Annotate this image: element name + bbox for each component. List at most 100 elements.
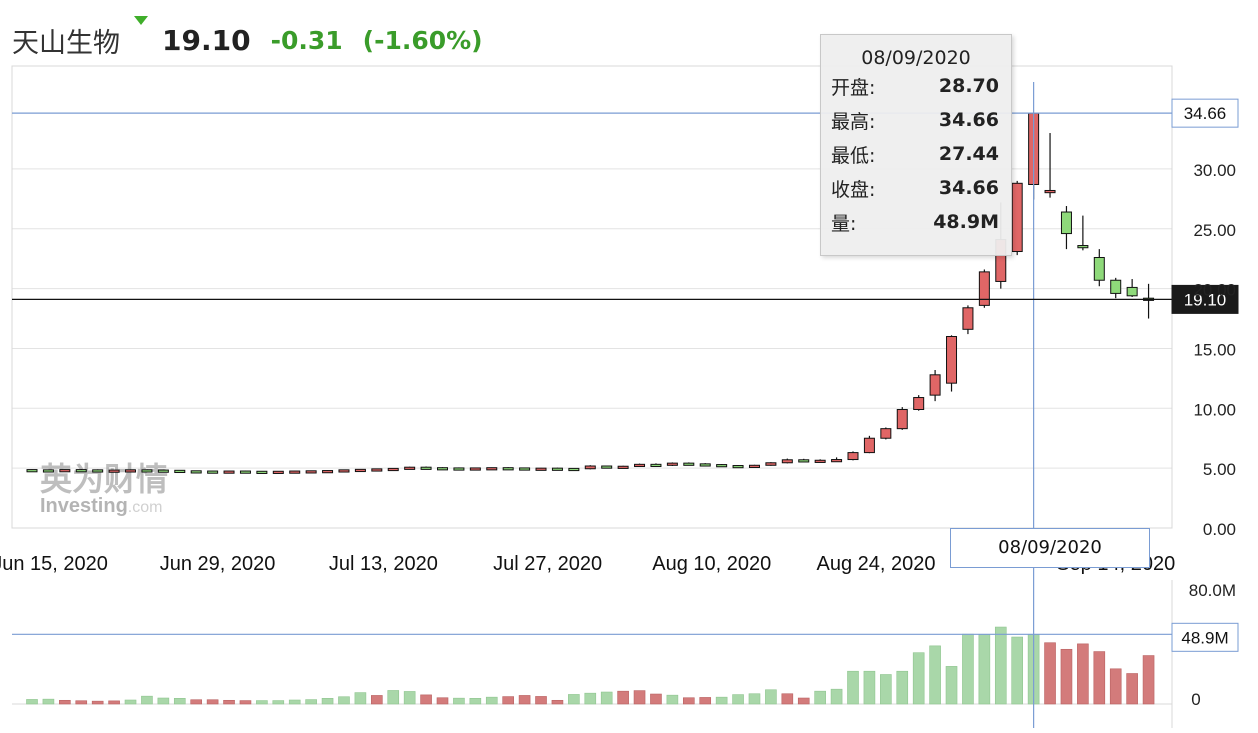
candle-body bbox=[502, 467, 514, 471]
y-tick-label: 15.00 bbox=[1193, 340, 1236, 359]
tooltip-value: 34.66 bbox=[938, 109, 999, 131]
tooltip-label: 收盘: bbox=[831, 178, 876, 201]
volume-bar bbox=[797, 697, 810, 705]
candle-body bbox=[584, 465, 596, 470]
tooltip-row-volume: 量: 48.9M bbox=[821, 205, 1011, 239]
candle-body bbox=[1126, 286, 1138, 297]
volume-bar bbox=[59, 699, 71, 705]
candle-body bbox=[732, 465, 744, 469]
volume-bar bbox=[485, 696, 498, 705]
volume-bar bbox=[1044, 642, 1056, 705]
candle-body bbox=[92, 469, 104, 473]
volume-bar bbox=[896, 670, 909, 705]
candle-body bbox=[1077, 245, 1089, 249]
candle-body bbox=[305, 470, 317, 474]
volume-bar bbox=[584, 692, 597, 705]
y-tick-label: 10.00 bbox=[1193, 400, 1236, 419]
volume-bar bbox=[765, 689, 777, 705]
candle-body bbox=[59, 469, 71, 473]
volume-bar bbox=[42, 698, 55, 705]
volume-bar bbox=[371, 695, 383, 705]
candle-body bbox=[223, 470, 235, 474]
volume-bar bbox=[781, 693, 794, 705]
volume-bar bbox=[403, 691, 416, 705]
candle-body bbox=[765, 462, 777, 466]
volume-bar bbox=[715, 696, 728, 705]
tooltip-label: 开盘: bbox=[831, 76, 876, 99]
y-tick-label: 20.00 bbox=[1193, 281, 1236, 300]
candle-body bbox=[962, 307, 974, 330]
watermark-en-suffix: .com bbox=[128, 499, 163, 516]
candle-body bbox=[420, 466, 432, 470]
y-tick-label: 30.00 bbox=[1193, 161, 1236, 180]
tooltip-value: 48.9M bbox=[933, 211, 999, 233]
volume-bar bbox=[1060, 648, 1073, 705]
volume-bar bbox=[600, 691, 613, 705]
candle-body bbox=[256, 470, 268, 474]
candle-body bbox=[1110, 279, 1122, 294]
quote-header: 天山生物 19.10 -0.31 (-1.60%) bbox=[12, 16, 503, 62]
candle-body bbox=[863, 437, 875, 454]
volume-bar bbox=[321, 697, 334, 705]
tooltip-label: 量: bbox=[831, 212, 857, 235]
volume-bar bbox=[945, 666, 958, 705]
candle-body bbox=[847, 452, 859, 461]
volume-bar bbox=[617, 690, 629, 705]
candle-body bbox=[601, 465, 613, 469]
volume-bar bbox=[1126, 673, 1138, 705]
candle-body bbox=[913, 397, 925, 411]
last-price-tag-box bbox=[1171, 284, 1239, 314]
tooltip-label: 最低: bbox=[831, 144, 876, 167]
tooltip-value: 34.66 bbox=[938, 177, 999, 199]
candle-body bbox=[190, 470, 202, 474]
volume-bar bbox=[814, 690, 826, 705]
volume-bar bbox=[436, 697, 449, 705]
volume-bar bbox=[682, 697, 695, 705]
tooltip-row-high: 最高: 34.66 bbox=[821, 103, 1011, 137]
candle-body bbox=[338, 469, 350, 473]
volume-bar bbox=[994, 626, 1007, 705]
candle-body bbox=[831, 459, 843, 463]
volume-bar bbox=[453, 697, 465, 705]
volume-bar bbox=[732, 694, 744, 705]
volume-bar bbox=[288, 699, 301, 705]
grid bbox=[11, 65, 1173, 728]
high-price-tag: 34.66 bbox=[1184, 104, 1227, 123]
volume-bar bbox=[847, 670, 859, 705]
candle-body bbox=[617, 465, 629, 469]
volume-bar bbox=[26, 699, 38, 705]
volume-bar bbox=[338, 696, 350, 705]
x-tick-label: Aug 24, 2020 bbox=[816, 553, 935, 575]
candle-body bbox=[289, 470, 301, 474]
tooltip-row-low: 最低: 27.44 bbox=[821, 137, 1011, 171]
volume-bar bbox=[91, 700, 104, 705]
volume-bar bbox=[239, 700, 252, 705]
y-tick-label: 5.00 bbox=[1203, 460, 1236, 479]
volume-bar bbox=[699, 697, 712, 705]
volume-bar bbox=[978, 634, 991, 705]
volume-bar bbox=[1093, 651, 1106, 705]
volume-bar bbox=[272, 700, 285, 705]
volume-bar bbox=[518, 695, 531, 705]
tooltip-row-close: 收盘: 34.66 bbox=[821, 171, 1011, 205]
high-price-tag-box bbox=[1171, 98, 1239, 128]
candle-body bbox=[387, 467, 399, 472]
volume-bar bbox=[354, 692, 367, 705]
volume-bar bbox=[863, 670, 876, 705]
volume-bar bbox=[108, 700, 120, 705]
y-tick-label: 0.00 bbox=[1203, 520, 1236, 539]
candle-body bbox=[1093, 257, 1105, 281]
axis-labels: 0.00 5.00 10.00 15.00 20.00 25.00 30.00 Jun 15,… bbox=[0, 161, 1236, 709]
volume-bar bbox=[256, 700, 268, 705]
overlay-lines: 34.66 19.10 48.9M bbox=[12, 82, 1239, 728]
volume-bar bbox=[469, 697, 482, 705]
volume-bar bbox=[650, 693, 662, 705]
candle-body bbox=[1044, 189, 1056, 194]
candle-body bbox=[634, 463, 646, 468]
tooltip-label: 最高: bbox=[831, 110, 876, 133]
volume-bar bbox=[1011, 636, 1024, 705]
volume-bar bbox=[223, 699, 235, 705]
volume-bar bbox=[75, 700, 88, 705]
